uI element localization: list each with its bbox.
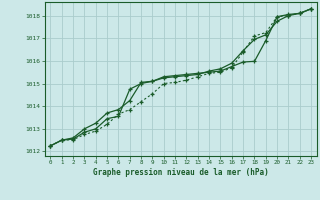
X-axis label: Graphe pression niveau de la mer (hPa): Graphe pression niveau de la mer (hPa) xyxy=(93,168,269,177)
